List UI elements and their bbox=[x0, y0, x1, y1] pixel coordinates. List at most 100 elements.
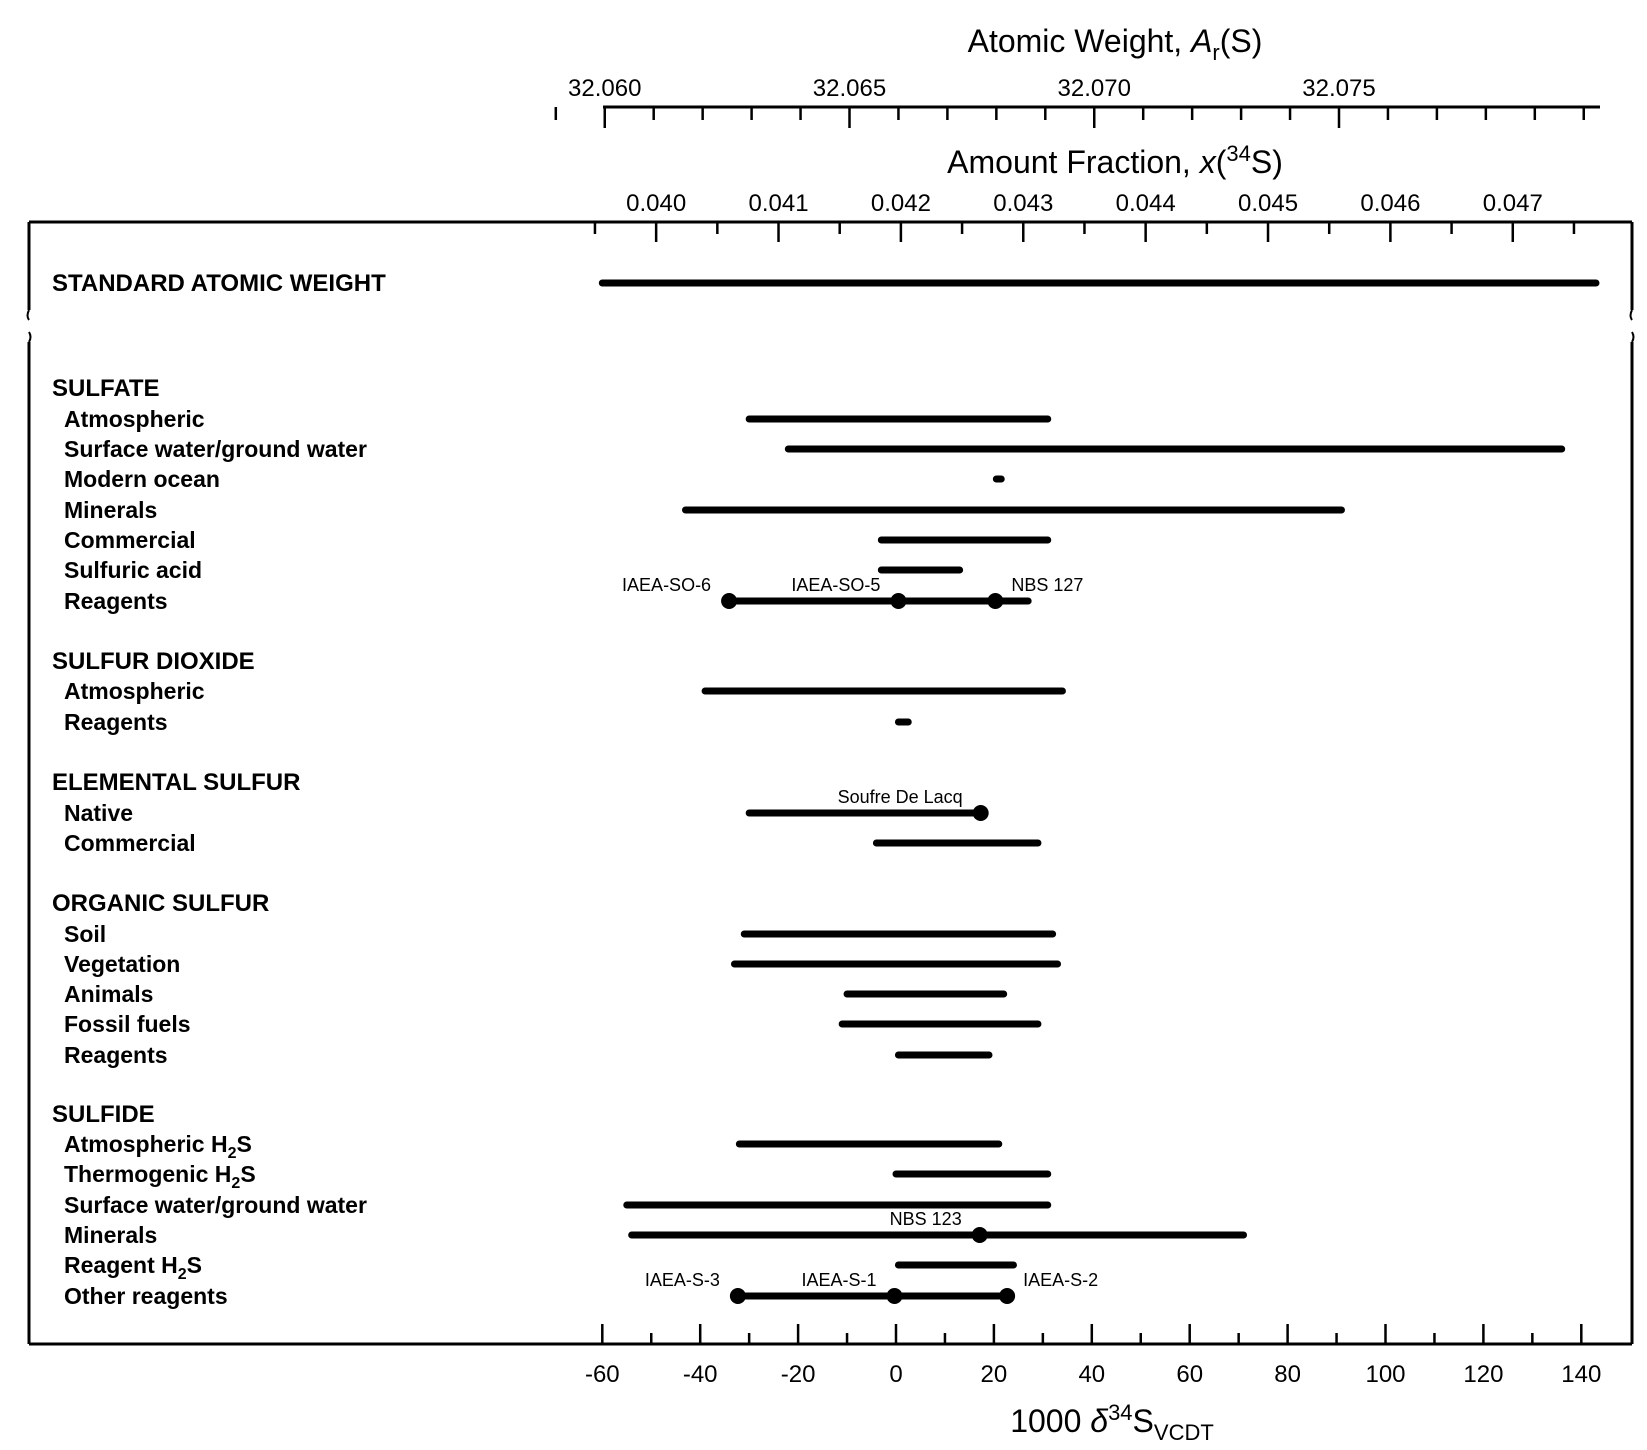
range-row: SULFIDE bbox=[52, 1101, 155, 1128]
axis-title: Amount Fraction, x(34S) bbox=[947, 141, 1283, 180]
range-row: Reagents bbox=[64, 1042, 993, 1068]
tick-label: 20 bbox=[981, 1361, 1008, 1388]
reference-label: NBS 127 bbox=[1011, 575, 1083, 595]
range-row: SULFATE bbox=[52, 375, 160, 402]
row-label: Fossil fuels bbox=[64, 1011, 191, 1037]
row-label: Atmospheric bbox=[64, 678, 205, 704]
category-label: SULFATE bbox=[52, 375, 160, 402]
row-label: Thermogenic H2S bbox=[64, 1161, 256, 1192]
reference-point bbox=[999, 1288, 1016, 1304]
row-label: Reagents bbox=[64, 1042, 168, 1068]
tick-label: 0.045 bbox=[1238, 190, 1298, 217]
tick-label: 100 bbox=[1365, 1361, 1405, 1388]
category-label: ELEMENTAL SULFUR bbox=[52, 769, 300, 796]
row-label: Minerals bbox=[64, 1222, 157, 1248]
plot-frame bbox=[26, 220, 1635, 1346]
reference-point bbox=[972, 805, 989, 821]
tick-label: 0 bbox=[889, 1361, 902, 1388]
category-label: ORGANIC SULFUR bbox=[52, 890, 269, 917]
range-row: Atmospheric bbox=[64, 406, 1052, 432]
tick-label: 32.065 bbox=[813, 75, 886, 102]
range-row: Sulfuric acid bbox=[64, 557, 964, 583]
row-label: Atmospheric bbox=[64, 406, 205, 432]
axis-title: Atomic Weight, Ar(S) bbox=[968, 23, 1263, 65]
tick-label: 120 bbox=[1463, 1361, 1503, 1388]
tick-label: 140 bbox=[1561, 1361, 1601, 1388]
range-row: Fossil fuels bbox=[64, 1011, 1042, 1037]
range-row: Atmospheric H2S bbox=[64, 1131, 1003, 1162]
range-row: Soil bbox=[64, 921, 1057, 947]
delta-axis: -60 -40 -20 0 20 40 60 80 100 120 140 1000 δ34SVCDT bbox=[585, 1324, 1601, 1445]
row-label: Surface water/ground water bbox=[64, 1192, 367, 1218]
range-row: ORGANIC SULFUR bbox=[52, 890, 269, 917]
range-row: Modern ocean bbox=[64, 466, 1005, 492]
atomic-weight-axis: 32.060 32.065 32.070 32.075 Atomic Weight, A… bbox=[554, 23, 1600, 128]
reference-point bbox=[987, 593, 1004, 609]
row-label: Reagent H2S bbox=[64, 1252, 202, 1283]
tick-label: 0.041 bbox=[748, 190, 808, 217]
range-row: Commercial bbox=[64, 830, 1042, 856]
tick-label: 0.044 bbox=[1116, 190, 1176, 217]
row-label: Native bbox=[64, 800, 133, 826]
range-row: Thermogenic H2S bbox=[64, 1161, 1052, 1192]
axis-break-mark bbox=[1629, 309, 1633, 321]
range-row: Other reagents IAEA-S-3 IAEA-S-1 IAEA-S-2 bbox=[64, 1270, 1098, 1309]
tick-label: 32.070 bbox=[1058, 75, 1131, 102]
reference-point bbox=[721, 593, 738, 609]
range-row: Native Soufre De Lacq bbox=[64, 787, 989, 826]
reference-label: IAEA-S-2 bbox=[1023, 1270, 1098, 1290]
reference-point bbox=[971, 1227, 988, 1243]
tick-label: 0.043 bbox=[993, 190, 1053, 217]
tick-label: 0.042 bbox=[871, 190, 931, 217]
range-row: Minerals NBS 123 bbox=[64, 1209, 1248, 1248]
category-label: STANDARD ATOMIC WEIGHT bbox=[52, 270, 386, 297]
range-row: Atmospheric bbox=[64, 678, 1066, 704]
tick-label: 0.047 bbox=[1483, 190, 1543, 217]
row-label: Reagents bbox=[64, 588, 168, 614]
reference-label: Soufre De Lacq bbox=[838, 787, 963, 807]
range-row: Reagents bbox=[64, 709, 912, 735]
range-row: Minerals bbox=[64, 497, 1345, 523]
row-label: Atmospheric H2S bbox=[64, 1131, 252, 1162]
tick-label: 80 bbox=[1274, 1361, 1301, 1388]
range-row: Vegetation bbox=[64, 951, 1062, 977]
reference-label: IAEA-SO-6 bbox=[622, 575, 711, 595]
tick-label: 32.075 bbox=[1302, 75, 1375, 102]
axis-break-mark bbox=[26, 309, 30, 321]
range-row: Surface water/ground water bbox=[64, 436, 1566, 462]
row-label: Minerals bbox=[64, 497, 157, 523]
range-row: Commercial bbox=[64, 527, 1052, 553]
axis-break-mark bbox=[28, 331, 32, 343]
tick-label: -60 bbox=[585, 1361, 620, 1388]
range-row: Surface water/ground water bbox=[64, 1192, 1052, 1218]
amount-fraction-axis: 0.040 0.041 0.042 0.043 0.044 0.045 0.046 0.047… bbox=[593, 141, 1576, 242]
reference-point bbox=[729, 1288, 746, 1304]
row-label: Commercial bbox=[64, 527, 196, 553]
tick-label: 0.040 bbox=[626, 190, 686, 217]
tick-label: 40 bbox=[1078, 1361, 1105, 1388]
tick-label: 32.060 bbox=[568, 75, 641, 102]
row-label: Other reagents bbox=[64, 1283, 228, 1309]
row-label: Surface water/ground water bbox=[64, 436, 367, 462]
row-label: Vegetation bbox=[64, 951, 180, 977]
reference-point bbox=[890, 593, 907, 609]
tick-label: 60 bbox=[1176, 1361, 1203, 1388]
row-label: Soil bbox=[64, 921, 106, 947]
axis-break-mark bbox=[1631, 331, 1635, 343]
row-label: Reagents bbox=[64, 709, 168, 735]
axis-title: 1000 δ34SVCDT bbox=[1010, 1400, 1214, 1445]
tick-label: -20 bbox=[781, 1361, 816, 1388]
range-row: Reagents IAEA-SO-6 IAEA-SO-5 NBS 127 bbox=[64, 575, 1083, 614]
tick-label: 0.046 bbox=[1360, 190, 1420, 217]
range-row: ELEMENTAL SULFUR bbox=[52, 769, 300, 796]
range-rows: STANDARD ATOMIC WEIGHT SULFATE Atmospheric… bbox=[52, 270, 1600, 1309]
row-label: Modern ocean bbox=[64, 466, 220, 492]
range-row: SULFUR DIOXIDE bbox=[52, 648, 255, 675]
reference-point bbox=[886, 1288, 903, 1304]
reference-label: IAEA-S-1 bbox=[802, 1270, 877, 1290]
row-label: Animals bbox=[64, 981, 153, 1007]
row-label: Commercial bbox=[64, 830, 196, 856]
reference-label: NBS 123 bbox=[890, 1209, 962, 1229]
range-row: Reagent H2S bbox=[64, 1252, 1017, 1283]
row-label: Sulfuric acid bbox=[64, 557, 202, 583]
